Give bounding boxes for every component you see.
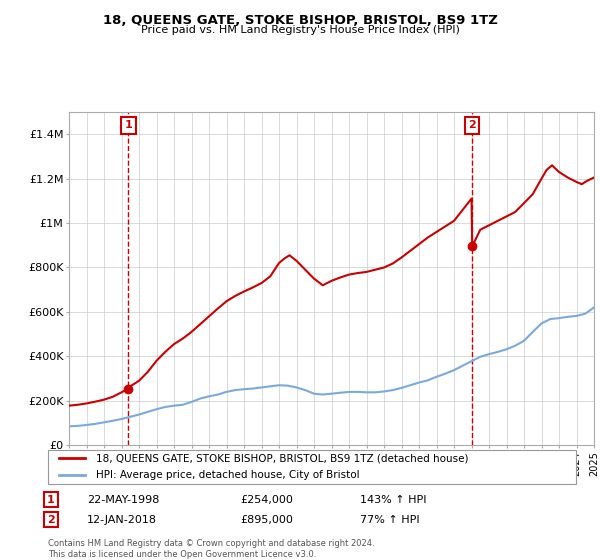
Text: 12-JAN-2018: 12-JAN-2018 [87,515,157,525]
Text: 22-MAY-1998: 22-MAY-1998 [87,494,160,505]
FancyBboxPatch shape [48,450,576,484]
Text: 18, QUEENS GATE, STOKE BISHOP, BRISTOL, BS9 1TZ: 18, QUEENS GATE, STOKE BISHOP, BRISTOL, … [103,14,497,27]
Text: 1: 1 [47,494,55,505]
Text: HPI: Average price, detached house, City of Bristol: HPI: Average price, detached house, City… [95,470,359,480]
Text: £895,000: £895,000 [240,515,293,525]
Text: 18, QUEENS GATE, STOKE BISHOP, BRISTOL, BS9 1TZ (detached house): 18, QUEENS GATE, STOKE BISHOP, BRISTOL, … [95,454,468,463]
Text: 143% ↑ HPI: 143% ↑ HPI [360,494,427,505]
Text: Price paid vs. HM Land Registry's House Price Index (HPI): Price paid vs. HM Land Registry's House … [140,25,460,35]
Text: 2: 2 [469,120,476,130]
Text: 77% ↑ HPI: 77% ↑ HPI [360,515,419,525]
Text: Contains HM Land Registry data © Crown copyright and database right 2024.
This d: Contains HM Land Registry data © Crown c… [48,539,374,559]
Text: 1: 1 [124,120,132,130]
Text: 2: 2 [47,515,55,525]
Text: £254,000: £254,000 [240,494,293,505]
